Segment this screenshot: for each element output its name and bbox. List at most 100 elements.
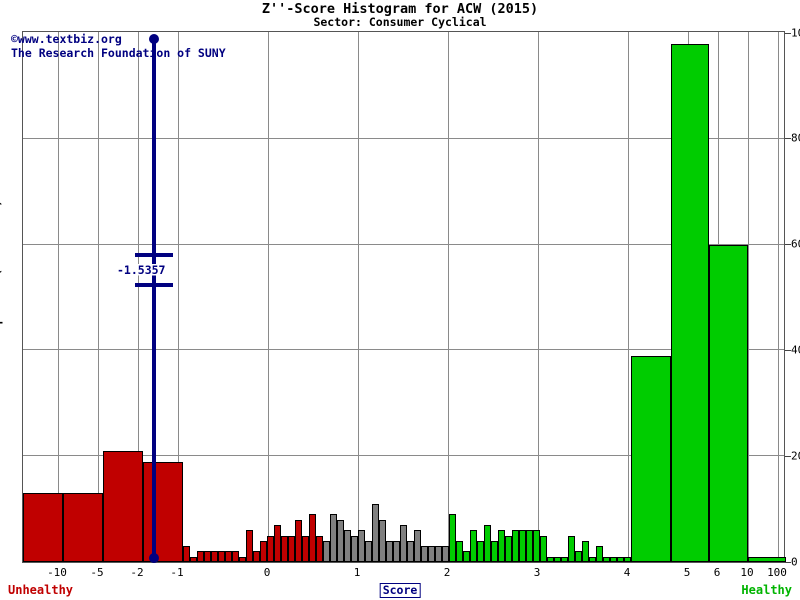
histogram-bar xyxy=(288,535,295,562)
x-tick-label: -2 xyxy=(130,566,144,579)
histogram-bar xyxy=(631,355,671,562)
histogram-bar xyxy=(442,546,449,562)
y-tick-mark xyxy=(785,455,791,457)
y-tick-label: 80 xyxy=(791,131,800,145)
x-axis-title: Score xyxy=(379,583,421,598)
x-tick-label: 5 xyxy=(683,566,691,579)
histogram-bar xyxy=(218,551,225,562)
histogram-bar xyxy=(435,546,442,562)
histogram-bar xyxy=(554,556,561,562)
histogram-bar xyxy=(323,540,330,562)
marker-cap-bottom xyxy=(135,283,173,288)
x-tick-label: 6 xyxy=(713,566,721,579)
histogram-bar xyxy=(540,535,547,562)
histogram-bar xyxy=(512,530,519,562)
histogram-bar xyxy=(386,540,393,562)
histogram-bar xyxy=(414,530,421,562)
histogram-bar xyxy=(617,556,624,562)
y-tick-mark xyxy=(785,138,791,140)
histogram-bar xyxy=(344,530,351,562)
histogram-bar xyxy=(498,530,505,562)
histogram-bar xyxy=(470,530,477,562)
copyright-line-2: The Research Foundation of SUNY xyxy=(11,45,226,60)
y-tick-mark xyxy=(785,244,791,246)
histogram-bar xyxy=(103,450,143,562)
histogram-bar xyxy=(365,540,372,562)
histogram-bar xyxy=(400,524,407,562)
gridline-v xyxy=(748,32,749,562)
histogram-bar xyxy=(547,556,554,562)
marker-dot-bottom xyxy=(149,553,159,563)
histogram-bar xyxy=(624,556,631,562)
histogram-bar xyxy=(575,551,582,562)
y-tick-label: 60 xyxy=(791,237,800,251)
histogram-bar xyxy=(709,244,748,562)
histogram-bar xyxy=(748,556,786,562)
histogram-bar xyxy=(274,524,281,562)
histogram-bar xyxy=(281,535,288,562)
histogram-bar xyxy=(456,540,463,562)
histogram-bar xyxy=(190,556,197,562)
histogram-bar xyxy=(484,524,491,562)
histogram-bar xyxy=(143,461,183,562)
histogram-bar xyxy=(491,540,498,562)
histogram-bar xyxy=(337,519,344,562)
copyright-line-1: ©www.textbiz.org xyxy=(11,32,122,46)
x-tick-label: 10 xyxy=(740,566,754,579)
x-tick-label: -1 xyxy=(170,566,184,579)
histogram-bar xyxy=(358,530,365,562)
histogram-bar xyxy=(610,556,617,562)
histogram-bar xyxy=(568,535,575,562)
x-tick-label: 2 xyxy=(443,566,451,579)
gridline-v xyxy=(138,32,139,562)
x-tick-label: -5 xyxy=(90,566,104,579)
histogram-bar xyxy=(671,43,709,562)
marker-dot-top xyxy=(149,34,159,44)
legend-healthy: Healthy xyxy=(741,583,792,597)
gridline-v xyxy=(448,32,449,562)
y-axis-title: Number of companies (563 total) xyxy=(0,199,3,415)
histogram-bar xyxy=(407,540,414,562)
x-tick-label: 100 xyxy=(767,566,787,579)
gridline-v xyxy=(178,32,179,562)
chart-title: Z''-Score Histogram for ACW (2015) xyxy=(261,1,539,17)
histogram-bar xyxy=(463,551,470,562)
x-tick-label: -10 xyxy=(47,566,67,579)
copyright-notice: ©www.textbiz.org The Research Foundation… xyxy=(11,32,226,60)
histogram-bar xyxy=(379,519,386,562)
y-tick-mark xyxy=(785,561,791,563)
histogram-bar xyxy=(596,546,603,562)
gridline-h xyxy=(23,243,784,245)
histogram-bar xyxy=(372,503,379,562)
histogram-bar xyxy=(267,535,274,562)
histogram-bar xyxy=(421,546,428,562)
histogram-bar xyxy=(63,493,103,562)
gridline-v xyxy=(358,32,359,562)
gridline-h xyxy=(23,455,784,457)
histogram-bar xyxy=(582,540,589,562)
chart-subtitle: Sector: Consumer Cyclical xyxy=(313,15,487,29)
marker-cap-top xyxy=(135,253,173,258)
histogram-bar xyxy=(302,535,309,562)
gridline-v xyxy=(778,32,779,562)
histogram-bar xyxy=(197,551,204,562)
gridline-v xyxy=(268,32,269,562)
y-tick-label: 0 xyxy=(791,555,798,568)
histogram-bar xyxy=(246,530,253,562)
histogram-bar xyxy=(589,556,596,562)
histogram-bar xyxy=(316,535,323,562)
histogram-bar xyxy=(477,540,484,562)
x-tick-label: 0 xyxy=(263,566,271,579)
histogram-bar xyxy=(23,493,63,562)
gridline-v xyxy=(538,32,539,562)
x-tick-label: 4 xyxy=(623,566,631,579)
gridline-h xyxy=(23,137,784,139)
y-tick-label: 100 xyxy=(791,26,800,39)
y-tick-mark xyxy=(785,32,791,34)
x-tick-label: 3 xyxy=(533,566,541,579)
y-tick-label: 40 xyxy=(791,343,800,357)
histogram-bar xyxy=(260,540,267,562)
y-tick-label: 20 xyxy=(791,449,800,463)
histogram-bars xyxy=(23,32,786,562)
